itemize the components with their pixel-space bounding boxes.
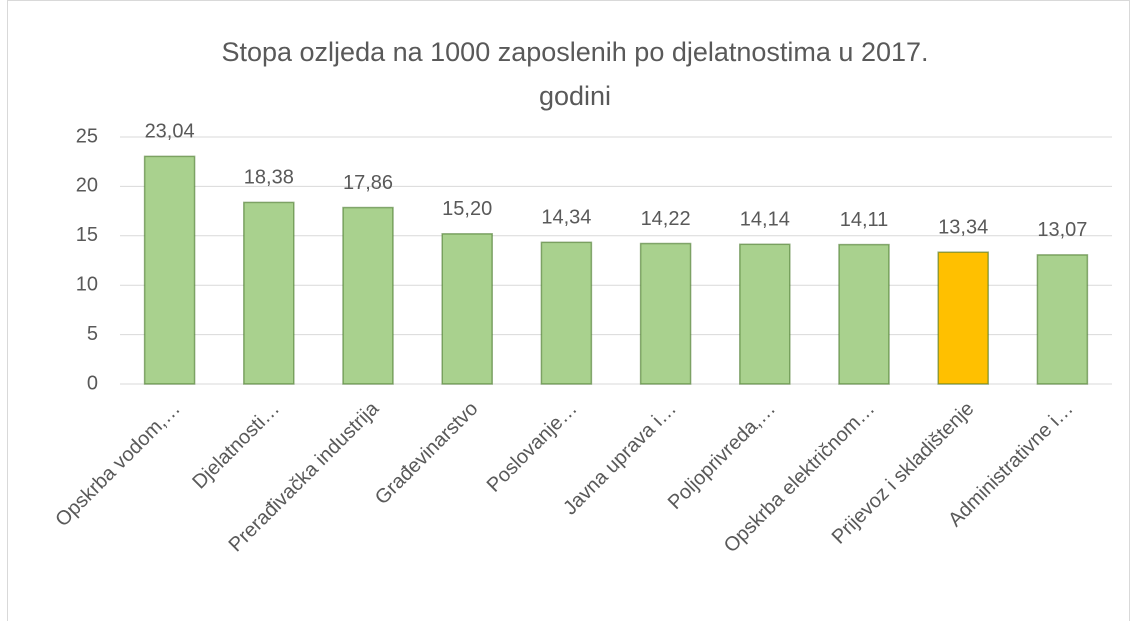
- y-tick-label: 15: [76, 224, 98, 246]
- data-label: 17,86: [343, 172, 393, 194]
- x-tick-label: Građevinarstvo: [371, 398, 482, 509]
- bar: [143, 155, 196, 385]
- y-tick-label: 20: [76, 175, 98, 197]
- bar: [342, 206, 394, 385]
- bar: [441, 233, 493, 385]
- bar: [937, 251, 989, 385]
- y-tick-label: 10: [76, 273, 98, 295]
- data-label: 14,22: [641, 208, 691, 230]
- chart-title: Stopa ozljeda na 1000 zaposlenih po djel…: [221, 37, 929, 111]
- data-label: 14,34: [541, 207, 591, 229]
- y-tick-label: 5: [87, 323, 98, 345]
- y-tick-label: 0: [87, 372, 98, 394]
- x-tick-label: Opskrba vodom,…: [51, 398, 184, 531]
- x-tick-label: Poljoprivreda,…: [664, 398, 780, 514]
- data-label: 13,07: [1037, 219, 1087, 241]
- data-label: 13,34: [938, 216, 988, 238]
- chart-border: [7, 0, 1130, 621]
- y-tick-label: 25: [76, 125, 98, 147]
- bar: [838, 243, 890, 385]
- bar: [739, 243, 791, 385]
- data-label: 18,38: [244, 167, 294, 189]
- x-tick-label: Poslovanje…: [483, 398, 582, 497]
- bar: [1036, 254, 1089, 385]
- x-tick-label: Djelatnosti…: [188, 398, 284, 494]
- bar: [540, 241, 593, 385]
- data-label: 14,14: [740, 209, 790, 231]
- data-label: 14,11: [840, 209, 889, 231]
- bar: [639, 242, 692, 385]
- data-label: 23,04: [145, 121, 195, 143]
- bar: [243, 201, 295, 385]
- data-label: 15,20: [442, 198, 492, 220]
